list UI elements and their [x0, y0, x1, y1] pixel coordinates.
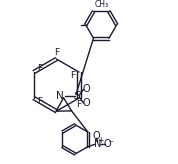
Text: O: O [93, 131, 101, 141]
Text: S: S [74, 91, 81, 101]
Text: F: F [54, 48, 59, 57]
Text: +: + [97, 136, 104, 145]
Text: ⁻: ⁻ [108, 139, 113, 149]
Text: F: F [76, 100, 82, 109]
Text: F: F [38, 64, 43, 73]
Text: O: O [83, 84, 90, 94]
Text: N: N [56, 91, 64, 101]
Text: F: F [70, 71, 75, 80]
Text: O: O [83, 98, 90, 108]
Text: N: N [94, 139, 101, 149]
Text: CH₃: CH₃ [94, 0, 108, 9]
Text: O: O [104, 139, 112, 149]
Text: F: F [38, 97, 43, 106]
